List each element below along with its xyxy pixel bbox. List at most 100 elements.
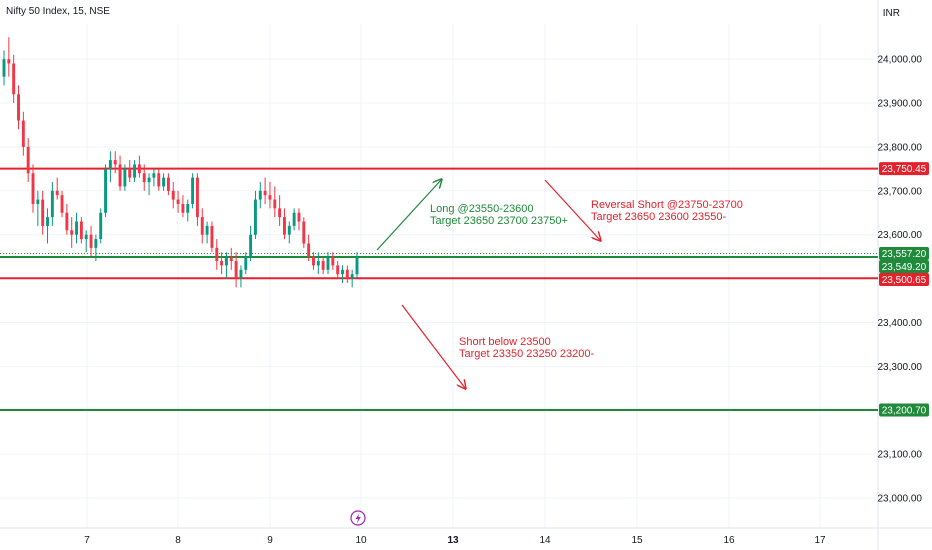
price-tick-label: 23,000.00 — [878, 494, 923, 505]
candle — [79, 217, 83, 244]
candle — [166, 173, 170, 196]
candle-body — [321, 261, 325, 270]
candle — [181, 195, 185, 218]
candle-body — [326, 256, 330, 270]
candle-body — [258, 190, 262, 200]
candle — [12, 54, 16, 104]
candle-body — [350, 274, 354, 279]
candle — [215, 239, 219, 270]
candle-body — [26, 146, 30, 174]
price-tick-label: 23,100.00 — [878, 450, 923, 461]
candle — [205, 221, 209, 244]
price-levels — [0, 167, 878, 411]
candle — [336, 261, 340, 279]
candle — [258, 182, 262, 209]
candle-body — [65, 212, 69, 231]
time-tick-label: 7 — [84, 535, 90, 546]
candle — [307, 234, 311, 262]
candle — [104, 164, 107, 218]
candle — [210, 221, 214, 253]
candle — [239, 265, 243, 288]
candle — [152, 168, 156, 187]
symbol-title[interactable]: Nifty 50 Index, 15, NSE — [6, 6, 110, 17]
candle — [268, 182, 272, 209]
candle-body — [12, 63, 16, 95]
event-marker[interactable] — [350, 510, 366, 526]
lightning-icon-bolt[interactable] — [355, 513, 361, 524]
candle — [195, 173, 199, 226]
currency-label[interactable]: INR — [882, 8, 900, 19]
price-tick-label: 23,700.00 — [878, 186, 923, 197]
candle-body — [224, 256, 228, 266]
candle — [133, 160, 137, 183]
candle — [341, 265, 344, 283]
price-badges: 23,750.45 23,557.20 23,549.20 23,500.65 23,2… — [879, 162, 929, 417]
candle — [220, 252, 224, 275]
annotation-line1: Reversal Short @23750-23700 — [591, 199, 743, 211]
price-badge-label: 23,750.45 — [882, 164, 927, 175]
candle — [137, 155, 141, 178]
price-badge-bg — [879, 246, 929, 260]
candle-body — [181, 203, 185, 213]
candle — [7, 37, 11, 77]
candle-body — [162, 177, 166, 187]
price-badge: 23,549.20 — [879, 259, 929, 273]
candle — [254, 190, 257, 240]
candle-body — [50, 190, 54, 218]
candle-body — [297, 212, 301, 222]
candle-body — [104, 168, 107, 213]
candle-body — [210, 225, 214, 248]
candle-body — [263, 190, 267, 196]
candle-body — [137, 164, 141, 174]
candle-body — [113, 160, 117, 165]
candle-body — [166, 177, 170, 191]
candle-body — [157, 173, 161, 187]
candle-body — [273, 199, 277, 209]
candle — [99, 208, 103, 244]
time-axis[interactable]: 7 8 9 10 13 14 15 16 17 — [84, 535, 826, 546]
short-arrow — [401, 304, 465, 388]
candle — [142, 164, 146, 191]
candle-body — [123, 168, 127, 187]
candle — [287, 221, 291, 244]
price-badge-label: 23,549.20 — [882, 262, 927, 273]
candle-body — [249, 234, 253, 257]
candle-body — [31, 173, 35, 204]
candle — [123, 164, 127, 191]
price-tick-label: 23,800.00 — [878, 142, 923, 153]
candle — [26, 138, 30, 183]
candle — [302, 217, 306, 248]
candle — [41, 190, 45, 235]
candle — [171, 182, 175, 209]
candle-body — [200, 217, 204, 235]
candle — [2, 50, 6, 86]
candle-body — [70, 230, 74, 235]
candle-body — [7, 59, 11, 64]
candle-body — [128, 168, 132, 178]
candle — [278, 195, 282, 226]
candle-body — [287, 225, 291, 235]
candle — [113, 151, 117, 174]
candle-body — [99, 212, 103, 240]
candle — [292, 208, 296, 231]
price-axis[interactable]: 24,000.00 23,900.00 23,800.00 23,700.00 23,6… — [878, 55, 923, 505]
candle — [244, 252, 248, 275]
candle-body — [239, 269, 243, 279]
price-tick-label: 23,600.00 — [878, 230, 923, 241]
candle-body — [36, 199, 40, 204]
candle — [312, 252, 315, 270]
candle — [321, 256, 325, 275]
candle-body — [254, 199, 257, 235]
candle-body — [283, 217, 286, 235]
candle-body — [331, 256, 335, 266]
candle-body — [312, 256, 315, 266]
candle-body — [278, 208, 282, 218]
candle-body — [84, 234, 88, 240]
candle — [128, 160, 132, 183]
candle — [147, 173, 151, 196]
candle-body — [345, 269, 349, 279]
lightning-icon[interactable] — [350, 510, 366, 526]
candle — [50, 182, 54, 226]
